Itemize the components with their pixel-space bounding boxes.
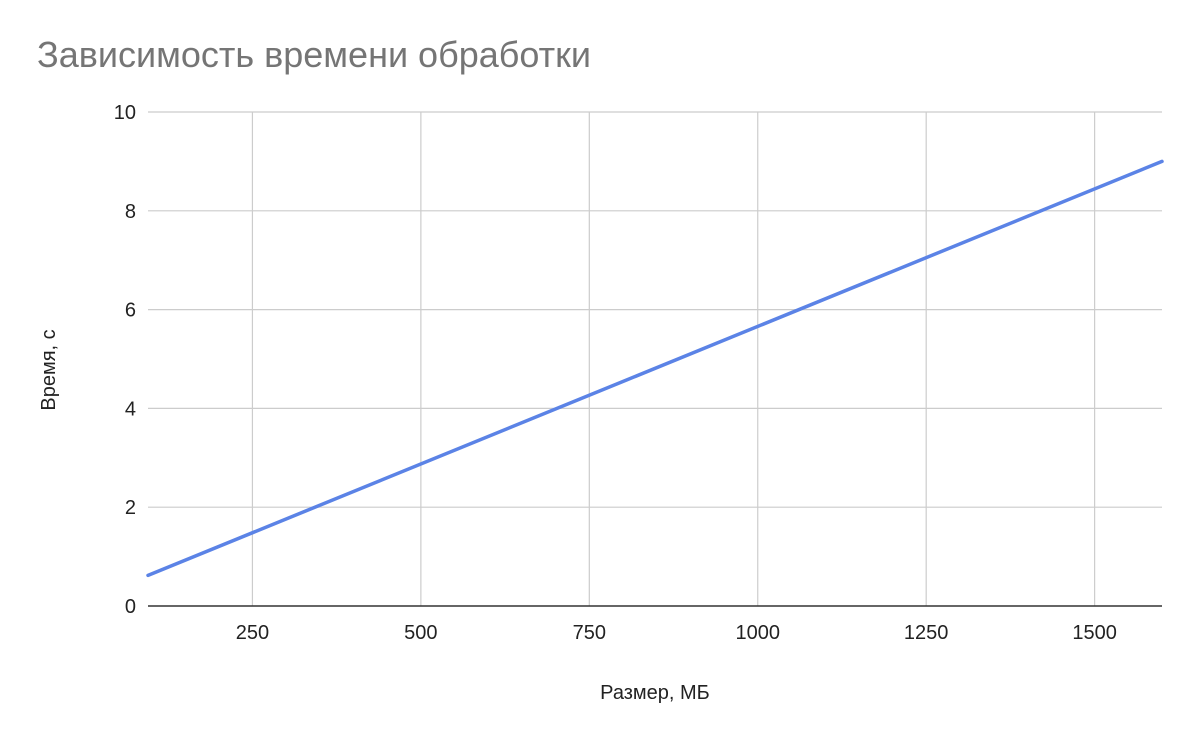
x-axis-title: Размер, МБ [600, 682, 710, 704]
chart-title: Зависимость времени обработки [37, 34, 591, 75]
y-tick-labels: 0 2 4 6 8 10 [114, 102, 136, 618]
x-tick-label: 1250 [904, 622, 949, 644]
x-tick-label: 1000 [735, 622, 780, 644]
x-tick-label: 500 [404, 622, 437, 644]
vertical-gridlines [251, 112, 1096, 606]
series-line [146, 159, 1164, 578]
horizontal-gridlines [148, 111, 1162, 508]
y-tick-label: 0 [125, 596, 136, 618]
y-tick-label: 10 [114, 102, 136, 124]
x-tick-label: 250 [236, 622, 269, 644]
y-tick-label: 8 [125, 201, 136, 223]
x-tick-labels: 250 500 750 1000 1250 1500 [236, 622, 1117, 644]
y-tick-label: 6 [125, 300, 136, 322]
y-axis-title: Время, с [38, 329, 60, 410]
x-tick-label: 750 [573, 622, 606, 644]
series-group [146, 159, 1164, 578]
y-tick-label: 4 [125, 398, 136, 420]
y-tick-label: 2 [125, 497, 136, 519]
x-tick-label: 1500 [1072, 622, 1117, 644]
